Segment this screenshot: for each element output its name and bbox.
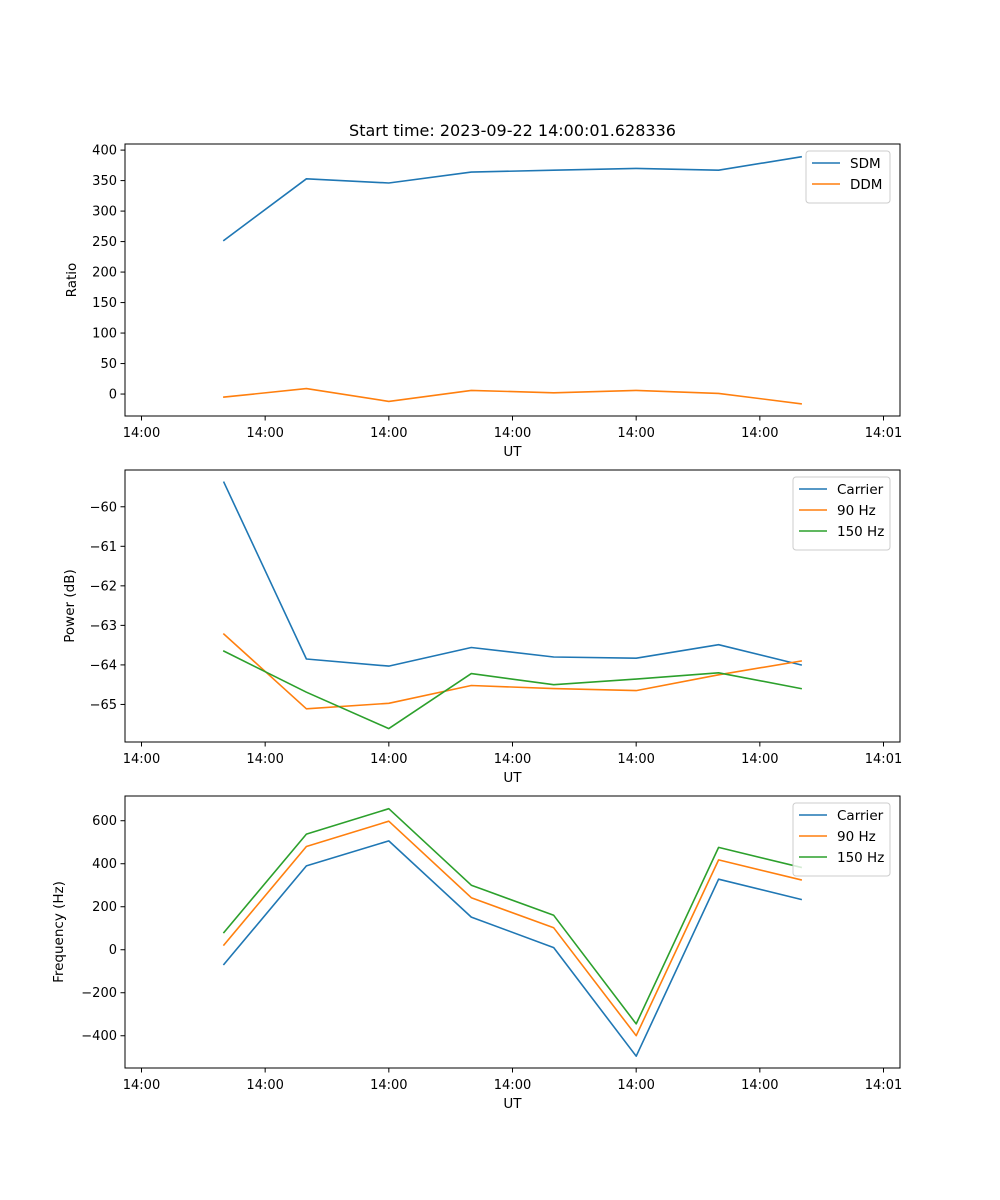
series-line-0	[222, 481, 803, 667]
y-tick-label: 50	[100, 357, 117, 372]
legend-label: 90 Hz	[837, 503, 876, 519]
x-tick-label: 14:00	[741, 1078, 778, 1093]
x-tick-label: 14:00	[246, 426, 283, 441]
series-line-0	[222, 840, 803, 1057]
y-axis-label: Ratio	[64, 263, 80, 298]
x-tick-label: 14:00	[617, 426, 654, 441]
y-tick-label: 200	[92, 266, 117, 281]
x-tick-label: 14:01	[865, 426, 902, 441]
y-tick-label: −65	[90, 698, 117, 713]
y-tick-label: 200	[92, 900, 117, 915]
x-axis-label: UT	[503, 1096, 522, 1112]
legend-label: Carrier	[837, 482, 884, 498]
y-tick-label: 300	[92, 205, 117, 220]
y-tick-label: −200	[81, 986, 117, 1001]
y-tick-label: 100	[92, 327, 117, 342]
y-tick-label: 400	[92, 857, 117, 872]
x-tick-label: 14:00	[741, 752, 778, 767]
y-tick-label: −64	[90, 658, 117, 673]
legend: SDM DDM	[805, 150, 891, 204]
chart-title: Start time: 2023-09-22 14:00:01.628336	[349, 121, 676, 140]
x-tick-label: 14:01	[865, 1078, 902, 1093]
x-tick-label: 14:00	[617, 1078, 654, 1093]
x-tick-label: 14:00	[370, 752, 407, 767]
axes-frame	[124, 143, 901, 417]
x-axis-label: UT	[503, 444, 522, 460]
subplot-0: Start time: 2023-09-22 14:00:01.628336 14…	[64, 121, 902, 460]
y-axis-label: Power (dB)	[62, 569, 78, 642]
x-tick-label: 14:00	[246, 752, 283, 767]
series-line-1	[222, 820, 803, 1037]
series-line-0	[222, 155, 803, 242]
series-line-1	[222, 632, 803, 710]
legend-label: DDM	[850, 177, 882, 193]
y-tick-label: 0	[109, 388, 117, 403]
axes-frame	[124, 795, 901, 1069]
y-tick-label: −61	[90, 540, 117, 555]
y-tick-label: −400	[81, 1029, 117, 1044]
y-tick-label: −60	[90, 500, 117, 515]
y-tick-label: 400	[92, 144, 117, 159]
x-axis-label: UT	[503, 770, 522, 786]
x-tick-label: 14:00	[123, 426, 160, 441]
x-tick-label: 14:00	[123, 752, 160, 767]
series-line-1	[223, 387, 802, 405]
series-line-2	[222, 807, 803, 1025]
x-tick-label: 14:00	[617, 752, 654, 767]
legend-label: SDM	[850, 156, 881, 172]
y-tick-label: 600	[92, 814, 117, 829]
y-tick-label: 0	[109, 943, 117, 958]
legend-box	[805, 150, 891, 204]
y-tick-label: 150	[92, 296, 117, 311]
legend-label: 150 Hz	[837, 524, 884, 540]
legend-label: 90 Hz	[837, 829, 876, 845]
x-tick-label: 14:01	[865, 752, 902, 767]
legend: Carrier 90 Hz 150 Hz	[792, 476, 891, 551]
y-axis-label: Frequency (Hz)	[51, 881, 67, 983]
legend: Carrier 90 Hz 150 Hz	[792, 802, 891, 877]
x-tick-label: 14:00	[123, 1078, 160, 1093]
x-tick-label: 14:00	[370, 1078, 407, 1093]
x-tick-label: 14:00	[370, 426, 407, 441]
y-tick-label: 250	[92, 235, 117, 250]
x-tick-label: 14:00	[494, 426, 531, 441]
y-tick-label: 350	[92, 174, 117, 189]
axes-frame	[124, 469, 901, 743]
x-tick-label: 14:00	[741, 426, 778, 441]
x-tick-label: 14:00	[494, 752, 531, 767]
subplot-1: 14:00 14:00 14:00 14:00 14:00 14:00 14:01 −65 −6…	[62, 469, 902, 786]
legend-label: Carrier	[837, 808, 884, 824]
y-tick-label: −62	[90, 579, 117, 594]
series-line-2	[222, 650, 803, 730]
subplot-2: 14:00 14:00 14:00 14:00 14:00 14:00 14:01 −400 −…	[51, 795, 902, 1112]
legend-label: 150 Hz	[837, 850, 884, 866]
y-tick-label: −63	[90, 619, 117, 634]
x-tick-label: 14:00	[494, 1078, 531, 1093]
x-tick-label: 14:00	[246, 1078, 283, 1093]
